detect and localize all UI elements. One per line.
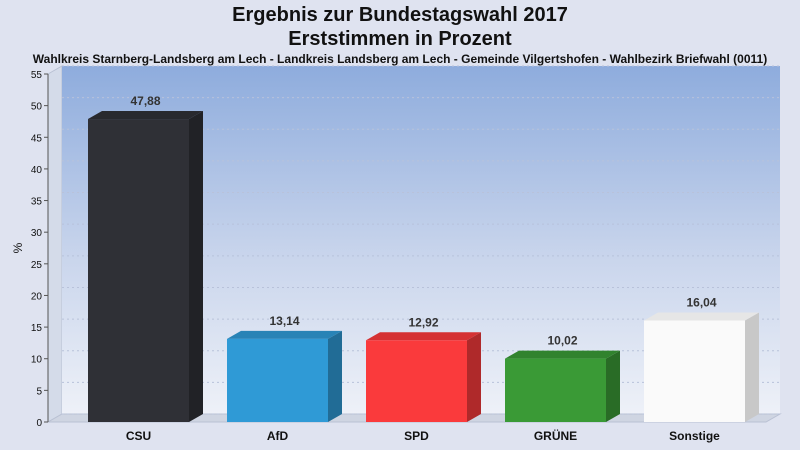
y-axis-label: % [11,242,25,253]
bar [505,358,606,422]
bar-grüne: 10,02 [505,334,620,422]
bar-top [227,330,342,339]
bar-top [366,332,481,341]
bar [366,340,467,422]
y-tick-label: 50 [31,102,43,113]
bar-value-label: 12,92 [408,315,438,329]
bars: 47,88 13,14 12,92 10,02 16,04 [88,94,759,423]
bar-spd: 12,92 [366,315,481,422]
x-tick-label: SPD [404,429,429,443]
x-tick-label: Sonstige [669,429,720,443]
bar-side [328,330,342,422]
y-tick-label: 35 [31,197,43,208]
bar-top [88,111,203,120]
bar-side [606,350,620,422]
bar-top [505,350,620,359]
y-tick-label: 5 [36,386,42,397]
y-tick-label: 45 [31,133,43,144]
bar [88,119,189,423]
x-tick-label: AfD [267,429,289,443]
bar [227,338,328,422]
bar-top [644,312,759,321]
y-axis: 0 5 10 15 20 25 30 35 40 45 50 55 [31,70,49,429]
x-tick-label: CSU [126,429,151,443]
y-tick-label: 0 [36,418,42,429]
bar-side [467,332,481,422]
y-tick-label: 40 [31,165,43,176]
y-tick-label: 25 [31,260,43,271]
bar-side [745,312,759,422]
bar [644,320,745,422]
chart-subtitle: Wahlkreis Starnberg-Landsberg am Lech - … [32,52,768,66]
chart-title-line2: Erststimmen in Prozent [288,28,512,50]
bar-value-label: 16,04 [686,296,716,310]
left-wall [47,65,63,423]
y-tick-label: 30 [31,228,43,239]
bar-value-label: 47,88 [130,94,160,108]
chart-title: Ergebnis zur Bundestagswahl 2017 Erststi… [0,3,800,51]
chart-title-line1: Ergebnis zur Bundestagswahl 2017 [232,4,568,26]
x-tick-label: GRÜNE [534,428,577,443]
y-tick-label: 15 [31,323,43,334]
bar-csu: 47,88 [88,94,203,423]
bar-value-label: 10,02 [547,334,577,348]
bar-afd: 13,14 [227,314,342,422]
y-tick-label: 10 [31,355,43,366]
y-tick-label: 20 [31,291,43,302]
x-axis-labels: CSU AfD SPD GRÜNE Sonstige [126,428,720,443]
y-tick-label: 55 [31,70,43,81]
bar-side [189,111,203,423]
bar-value-label: 13,14 [269,314,299,328]
bar-sonstige: 16,04 [644,296,759,422]
